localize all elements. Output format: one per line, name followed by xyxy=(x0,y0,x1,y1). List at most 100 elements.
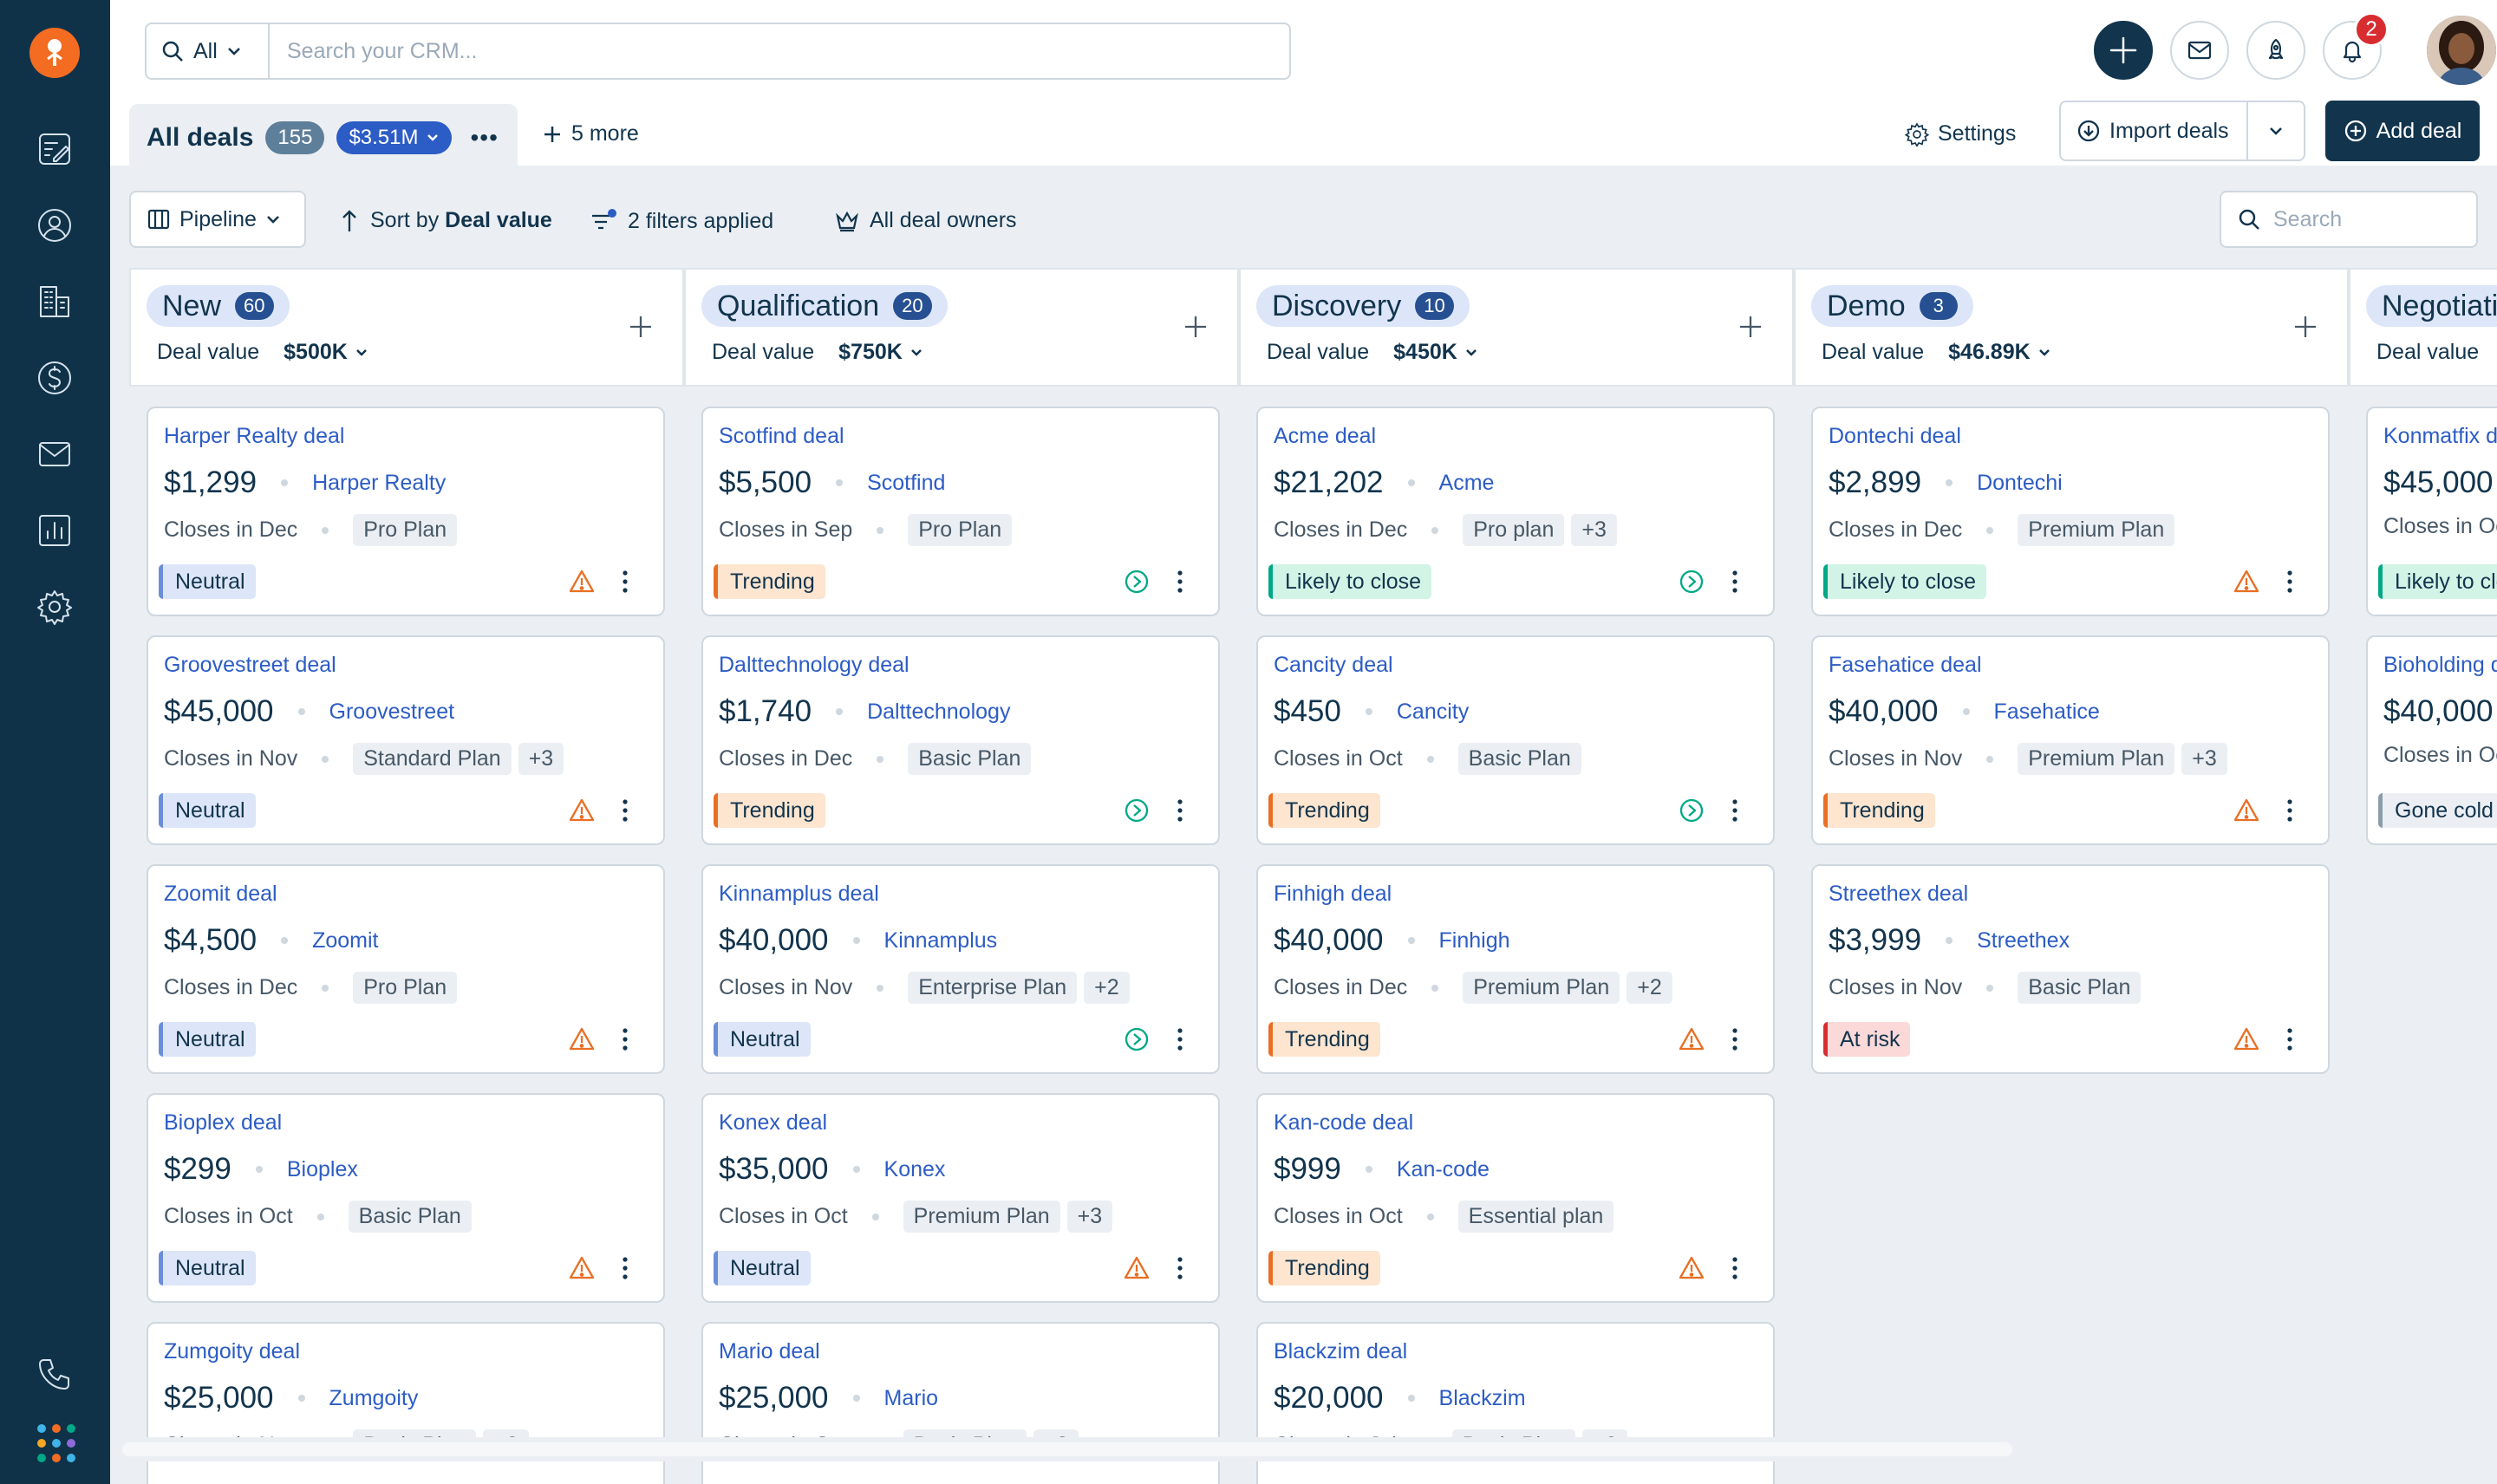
warning-icon[interactable] xyxy=(1678,1254,1705,1282)
app-logo-icon[interactable] xyxy=(29,28,80,78)
kebab-menu-icon[interactable] xyxy=(616,1254,634,1282)
view-type-dropdown[interactable]: Pipeline xyxy=(129,191,306,248)
notifications-button[interactable]: 2 xyxy=(2323,12,2389,80)
kebab-menu-icon[interactable] xyxy=(2281,568,2298,596)
add-deal-button[interactable]: Add deal xyxy=(2325,101,2480,161)
deal-card[interactable]: Cancity deal $450 Cancity Closes in Oct Basi… xyxy=(1256,635,1775,845)
warning-icon[interactable] xyxy=(568,568,596,596)
company-link[interactable]: Acme xyxy=(1438,470,1495,495)
deal-title-link[interactable]: Konmatfix deal xyxy=(2383,424,2497,448)
view-options-icon[interactable]: ••• xyxy=(470,124,499,151)
deal-title-link[interactable]: Cancity deal xyxy=(1274,653,1393,677)
more-products-chip[interactable]: +3 xyxy=(1066,1201,1113,1233)
company-link[interactable]: Groovestreet xyxy=(329,699,455,724)
deal-card[interactable]: Fasehatice deal $40,000 Fasehatice Closes i… xyxy=(1811,635,2330,845)
deal-card[interactable]: Dontechi deal $2,899 Dontechi Closes in Dec… xyxy=(1811,407,2330,616)
company-link[interactable]: Zoomit xyxy=(312,928,379,953)
company-link[interactable]: Kinnamplus xyxy=(883,928,998,953)
next-activity-icon[interactable] xyxy=(1123,797,1151,824)
phone-icon[interactable] xyxy=(33,1352,76,1396)
deal-title-link[interactable]: Bioplex deal xyxy=(164,1110,283,1135)
add-deal-in-column-icon[interactable] xyxy=(1735,311,1766,342)
deal-title-link[interactable]: Fasehatice deal xyxy=(1829,653,1982,677)
deal-title-link[interactable]: Zumgoity deal xyxy=(164,1339,301,1364)
warning-icon[interactable] xyxy=(568,1025,596,1053)
search-scope-dropdown[interactable]: All xyxy=(147,24,270,78)
kebab-menu-icon[interactable] xyxy=(2281,797,2298,824)
deal-title-link[interactable]: Harper Realty deal xyxy=(164,424,345,448)
company-link[interactable]: Zumgoity xyxy=(329,1385,419,1410)
deal-title-link[interactable]: Finhigh deal xyxy=(1274,882,1392,906)
deals-icon[interactable] xyxy=(33,127,76,171)
deal-card[interactable]: Zoomit deal $4,500 Zoomit Closes in Dec Pro … xyxy=(147,864,665,1074)
kebab-menu-icon[interactable] xyxy=(616,797,634,824)
company-link[interactable]: Blackzim xyxy=(1438,1385,1526,1410)
kebab-menu-icon[interactable] xyxy=(1726,568,1744,596)
dollar-icon[interactable] xyxy=(33,356,76,400)
deal-card[interactable]: Finhigh deal $40,000 Finhigh Closes in Dec P… xyxy=(1256,864,1775,1074)
more-products-chip[interactable]: +2 xyxy=(1627,972,1672,1004)
company-link[interactable]: Finhigh xyxy=(1438,928,1510,953)
deal-title-link[interactable]: Kan-code deal xyxy=(1274,1110,1414,1135)
reports-icon[interactable] xyxy=(33,509,76,552)
next-activity-icon[interactable] xyxy=(1123,568,1151,596)
add-deal-in-column-icon[interactable] xyxy=(625,311,656,342)
kebab-menu-icon[interactable] xyxy=(616,1025,634,1053)
mail-icon[interactable] xyxy=(33,433,76,476)
deal-title-link[interactable]: Scotfind deal xyxy=(719,424,844,448)
total-value-dropdown[interactable]: $3.51M xyxy=(336,121,452,154)
company-link[interactable]: Konex xyxy=(883,1156,946,1181)
board-search-input[interactable] xyxy=(2273,206,2447,232)
contacts-icon[interactable] xyxy=(33,204,76,247)
kebab-menu-icon[interactable] xyxy=(1726,1254,1744,1282)
kebab-menu-icon[interactable] xyxy=(1171,797,1189,824)
more-products-chip[interactable]: +2 xyxy=(1084,972,1130,1004)
kebab-menu-icon[interactable] xyxy=(616,568,634,596)
kebab-menu-icon[interactable] xyxy=(1171,1254,1189,1282)
kebab-menu-icon[interactable] xyxy=(2281,1025,2298,1053)
next-activity-icon[interactable] xyxy=(1678,797,1705,824)
deal-title-link[interactable]: Zoomit deal xyxy=(164,882,277,906)
company-link[interactable]: Mario xyxy=(883,1385,939,1410)
deal-value-dropdown[interactable]: $450K xyxy=(1393,340,1478,365)
company-link[interactable]: Dontechi xyxy=(1977,470,2063,495)
deal-title-link[interactable]: Streethex deal xyxy=(1829,882,1969,906)
more-products-chip[interactable]: +3 xyxy=(1571,514,1617,546)
deal-title-link[interactable]: Bioholding deal xyxy=(2383,653,2497,677)
import-deals-button[interactable]: Import deals xyxy=(2061,102,2248,159)
deal-card[interactable]: Harper Realty deal $1,299 Harper Realty Clo… xyxy=(147,407,665,616)
deal-card[interactable]: Bioholding deal $40,000 Closes in Oct Gone … xyxy=(2366,635,2497,845)
settings-icon[interactable] xyxy=(33,585,76,628)
quick-add-button[interactable] xyxy=(2094,21,2153,80)
more-products-chip[interactable]: +3 xyxy=(518,743,564,775)
deal-title-link[interactable]: Mario deal xyxy=(719,1339,820,1364)
deal-card[interactable]: Konex deal $35,000 Konex Closes in Oct Premi… xyxy=(701,1093,1220,1303)
kebab-menu-icon[interactable] xyxy=(1171,1025,1189,1053)
launch-button[interactable] xyxy=(2246,21,2305,80)
horizontal-scrollbar[interactable] xyxy=(110,1437,2497,1461)
company-link[interactable]: Bioplex xyxy=(286,1156,358,1181)
company-link[interactable]: Kan-code xyxy=(1396,1156,1490,1181)
avatar[interactable] xyxy=(2427,16,2496,85)
deal-title-link[interactable]: Konex deal xyxy=(719,1110,828,1135)
warning-icon[interactable] xyxy=(568,797,596,824)
more-products-chip[interactable]: +3 xyxy=(2181,743,2227,775)
add-deal-in-column-icon[interactable] xyxy=(1180,311,1211,342)
tab-all-deals[interactable]: All deals 155 $3.51M ••• xyxy=(129,104,518,172)
deal-card[interactable]: Dalttechnology deal $1,740 Dalttechnology C… xyxy=(701,635,1220,845)
warning-icon[interactable] xyxy=(568,1254,596,1282)
kebab-menu-icon[interactable] xyxy=(1726,1025,1744,1053)
company-link[interactable]: Harper Realty xyxy=(312,470,447,495)
warning-icon[interactable] xyxy=(2233,797,2260,824)
deal-title-link[interactable]: Dalttechnology deal xyxy=(719,653,909,677)
deal-card[interactable]: Bioplex deal $299 Bioplex Closes in Oct Basi… xyxy=(147,1093,665,1303)
warning-icon[interactable] xyxy=(1678,1025,1705,1053)
sort-button[interactable]: Sort by Deal value xyxy=(339,208,552,233)
filters-button[interactable]: 2 filters applied xyxy=(590,208,773,234)
settings-button[interactable]: Settings xyxy=(1905,121,2016,146)
next-activity-icon[interactable] xyxy=(1123,1025,1151,1053)
accounts-icon[interactable] xyxy=(33,280,76,323)
company-link[interactable]: Dalttechnology xyxy=(867,699,1011,724)
deal-value-dropdown[interactable]: $46.89K xyxy=(1948,340,2051,365)
deal-card[interactable]: Kan-code deal $999 Kan-code Closes in Oct Es… xyxy=(1256,1093,1775,1303)
